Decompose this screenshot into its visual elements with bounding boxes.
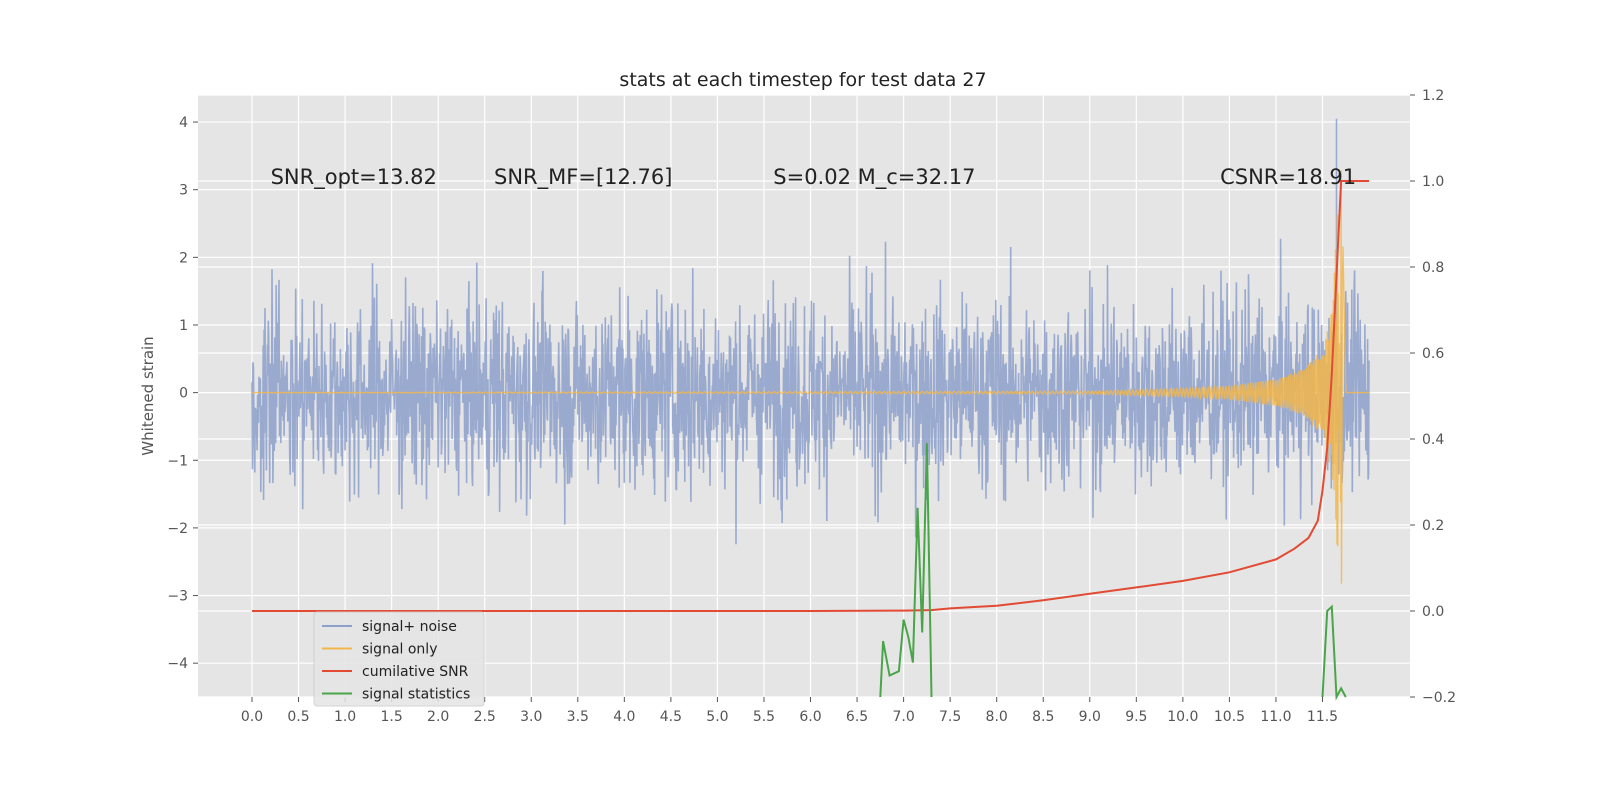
y-tick-label: 1: [179, 318, 188, 334]
y-right-tick-label: −0.2: [1422, 690, 1456, 706]
x-axis-ticks: 0.0 0.5 1.0 1.5 2.0 2.5 3.0 3.5 4.0 4.5 5.0 5.5 6.0 6…: [241, 697, 1338, 725]
chart-title: stats at each timestep for test data 27: [619, 69, 986, 91]
x-tick-label: 10.0: [1167, 709, 1198, 725]
x-tick-label: 1.5: [380, 709, 402, 725]
y-tick-label: 4: [179, 115, 188, 131]
x-tick-label: 1.0: [334, 709, 356, 725]
y-right-tick-label: 1.0: [1422, 174, 1444, 190]
x-tick-label: 4.5: [660, 709, 682, 725]
y-right-tick-label: 0.4: [1422, 432, 1444, 448]
cumulative-snr-series: [252, 180, 1369, 612]
y-tick-label: −4: [167, 656, 188, 672]
legend-label: signal+ noise: [362, 619, 457, 635]
x-tick-label: 6.0: [799, 709, 821, 725]
x-tick-label: 0.5: [287, 709, 309, 725]
annotation-text: CSNR=18.91: [1220, 165, 1356, 189]
x-tick-label: 2.0: [427, 709, 449, 725]
x-tick-label: 6.5: [846, 709, 868, 725]
signal-statistics-series: [879, 443, 1347, 701]
legend-label: cumilative SNR: [362, 664, 469, 680]
y-axis-left-ticks: 4 3 2 1 0 −1 −2 −3 −4: [167, 115, 198, 672]
x-tick-label: 5.5: [753, 709, 775, 725]
y-tick-label: 0: [179, 386, 188, 402]
signal-statistics-line: [879, 443, 933, 698]
legend-label: signal statistics: [362, 687, 470, 703]
signal-only-series: [252, 170, 1369, 584]
x-tick-label: 9.5: [1125, 709, 1147, 725]
x-tick-label: 11.5: [1307, 709, 1338, 725]
y-tick-label: −2: [167, 521, 188, 537]
annotation-text: S=0.02 M_c=32.17: [773, 165, 975, 190]
annotation-text: SNR_opt=13.82: [271, 165, 437, 190]
annotation-text: SNR_MF=[12.76]: [494, 165, 672, 190]
y-tick-label: 2: [179, 250, 188, 266]
x-tick-label: 7.5: [939, 709, 961, 725]
x-tick-label: 3.5: [567, 709, 589, 725]
x-tick-label: 2.5: [474, 709, 496, 725]
legend-box: [313, 611, 485, 707]
annotations: SNR_opt=13.82 SNR_MF=[12.76] S=0.02 M_c=32…: [271, 165, 1357, 190]
y-right-tick-label: 0.0: [1422, 604, 1444, 620]
x-tick-label: 0.0: [241, 709, 263, 725]
y-right-tick-label: 1.2: [1422, 88, 1444, 104]
x-tick-label: 4.0: [613, 709, 635, 725]
y-tick-label: −3: [167, 589, 188, 605]
legend-label: signal only: [362, 642, 437, 658]
cumulative-snr-line: [252, 180, 1369, 612]
y-right-tick-label: 0.2: [1422, 518, 1444, 534]
x-tick-label: 5.0: [706, 709, 728, 725]
x-tick-label: 8.5: [1032, 709, 1054, 725]
x-tick-label: 8.0: [986, 709, 1008, 725]
x-tick-label: 11.0: [1260, 709, 1291, 725]
x-tick-label: 3.0: [520, 709, 542, 725]
y-tick-label: 3: [179, 183, 188, 199]
y-right-tick-label: 0.6: [1422, 346, 1444, 362]
signal-statistics-line-end: [1321, 604, 1347, 701]
y-tick-label: −1: [167, 453, 188, 469]
x-tick-label: 9.0: [1079, 709, 1101, 725]
x-tick-label: 7.0: [892, 709, 914, 725]
y-axis-right-ticks: 1.2 1.0 0.8 0.6 0.4 0.2 0.0 −0.2: [1410, 88, 1456, 706]
legend: signal+ noise signal only cumilative SNR si…: [313, 611, 485, 707]
y-right-tick-label: 0.8: [1422, 260, 1444, 276]
x-tick-label: 10.5: [1214, 709, 1245, 725]
y-axis-label: Whitened strain: [139, 336, 157, 455]
signal-only-line: [252, 170, 1369, 584]
